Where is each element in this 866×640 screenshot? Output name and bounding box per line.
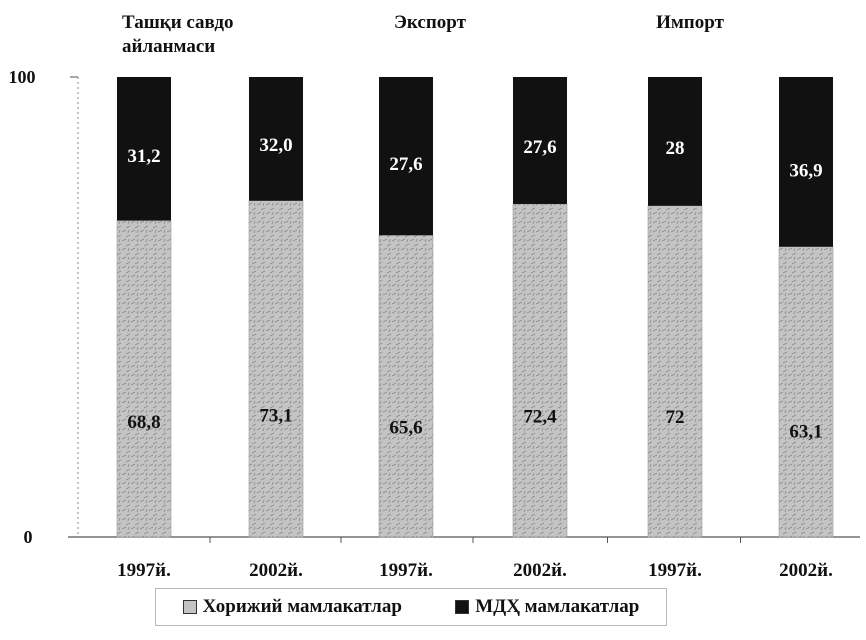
bar-cis-1 bbox=[249, 77, 303, 201]
bar-foreign-5 bbox=[778, 246, 834, 538]
bar-cis-0 bbox=[117, 77, 171, 221]
group-title-export: Экспорт bbox=[394, 12, 467, 33]
bar-cis-2 bbox=[379, 77, 433, 236]
data-label-cis-2: 27,6 bbox=[389, 154, 422, 175]
x-tick-label-2: 1997й. bbox=[379, 560, 433, 581]
bar-foreign-2 bbox=[378, 234, 434, 538]
y-tick-label-100: 100 bbox=[9, 67, 36, 87]
legend-item-cis: МДҲ мамлакатлар bbox=[455, 596, 639, 618]
legend-label-cis: МДҲ мамлакатлар bbox=[475, 596, 640, 617]
data-label-foreign-2: 65,6 bbox=[389, 417, 422, 438]
x-tick-label-5: 2002й. bbox=[779, 560, 833, 581]
data-label-cis-1: 32,0 bbox=[259, 135, 292, 156]
legend: Хорижий мамлакатлар МДҲ мамлакатлар bbox=[155, 588, 667, 626]
bar-foreign-4 bbox=[647, 205, 703, 538]
data-label-foreign-3: 72,4 bbox=[523, 406, 557, 427]
data-label-cis-4: 28 bbox=[666, 138, 685, 159]
y-tick-label-0: 0 bbox=[24, 527, 33, 547]
x-tick-label-4: 1997й. bbox=[648, 560, 702, 581]
stacked-bar-chart: 0 100 31,2 68,8 1997й. 32,0 73,1 2002й. 27,6 65,6… bbox=[9, 12, 860, 581]
axes bbox=[68, 76, 860, 538]
x-tick-label-1: 2002й. bbox=[249, 560, 303, 581]
data-label-foreign-4: 72 bbox=[666, 407, 685, 428]
group-title-import: Импорт bbox=[656, 12, 724, 33]
data-label-foreign-0: 68,8 bbox=[127, 412, 160, 433]
bar-cis-5 bbox=[779, 77, 833, 247]
bar-foreign-0 bbox=[116, 220, 172, 538]
data-label-foreign-1: 73,1 bbox=[259, 405, 292, 426]
legend-swatch-foreign bbox=[182, 600, 197, 614]
legend-label-foreign: Хорижий мамлакатлар bbox=[202, 596, 402, 617]
bar-cis-3 bbox=[513, 77, 567, 204]
data-label-foreign-5: 63,1 bbox=[789, 421, 822, 442]
bar-foreign-1 bbox=[248, 200, 304, 538]
legend-swatch-cis bbox=[455, 600, 470, 614]
x-tick-label-0: 1997й. bbox=[117, 560, 171, 581]
bar-foreign-3 bbox=[512, 203, 568, 538]
data-label-cis-5: 36,9 bbox=[789, 160, 822, 181]
data-label-cis-0: 31,2 bbox=[127, 146, 160, 167]
group-title-trade: Ташқи савдо айланмаси bbox=[122, 12, 233, 57]
x-tick-label-3: 2002й. bbox=[513, 560, 567, 581]
legend-item-foreign: Хорижий мамлакатлар bbox=[182, 596, 402, 618]
bar-cis-4 bbox=[648, 77, 702, 206]
data-label-cis-3: 27,6 bbox=[523, 137, 556, 158]
